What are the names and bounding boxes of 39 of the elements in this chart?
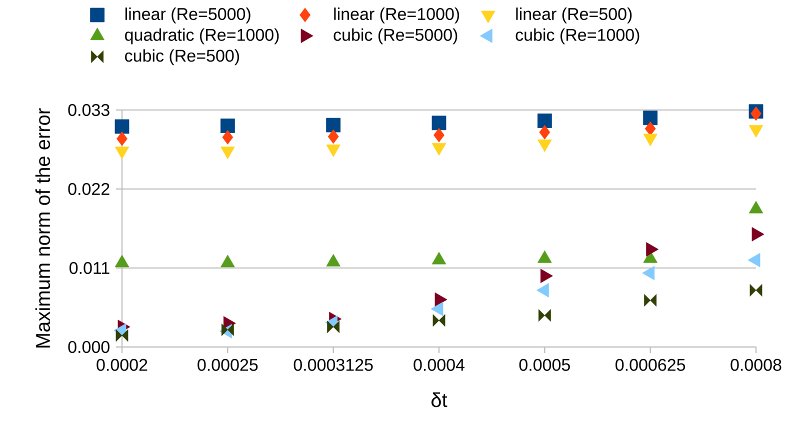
point (537, 114, 552, 128)
point (539, 125, 550, 140)
point (432, 314, 446, 327)
x-tick-label: 0.0002 (96, 358, 148, 371)
legend-label: cubic (Re=500) (125, 49, 240, 66)
legend-label: cubic (Re=1000) (516, 28, 640, 44)
legend-label: linear (Re=500) (516, 8, 632, 24)
legend-label: linear (Re=5000) (125, 8, 250, 24)
point (114, 119, 130, 134)
y-axis-title: Maximum norm of the error (35, 108, 50, 348)
point (222, 130, 234, 144)
x-tick-label: 0.0004 (414, 358, 464, 371)
x-tick-label: 0.0003125 (294, 358, 373, 371)
y-tick-label: 0.022 (68, 182, 110, 196)
y-tick-label: 0.033 (68, 104, 110, 116)
legend-label: cubic (Re=5000) (334, 28, 458, 44)
point (434, 128, 444, 142)
point (220, 118, 235, 133)
x-tick-label: 0.0008 (730, 358, 782, 371)
legend-label: quadratic (Re=1000) (125, 28, 279, 44)
point (644, 294, 657, 307)
x-axis-title: δt (432, 392, 448, 408)
y-tick-label: 0.000 (68, 340, 110, 354)
y-tick-label: 0.011 (70, 262, 110, 274)
x-tick-label: 0.000625 (616, 358, 686, 371)
point (116, 132, 128, 146)
point (326, 118, 341, 132)
point (750, 284, 762, 296)
point (644, 121, 656, 136)
legend-label: linear (Re=1000) (334, 8, 460, 24)
point (327, 320, 340, 334)
point (328, 129, 339, 144)
point (538, 309, 551, 322)
point (432, 116, 446, 130)
x-tick-label: 0.00025 (198, 358, 258, 371)
point (221, 324, 234, 336)
point (643, 110, 658, 126)
x-tick-label: 0.0005 (519, 358, 570, 371)
point (116, 329, 128, 342)
